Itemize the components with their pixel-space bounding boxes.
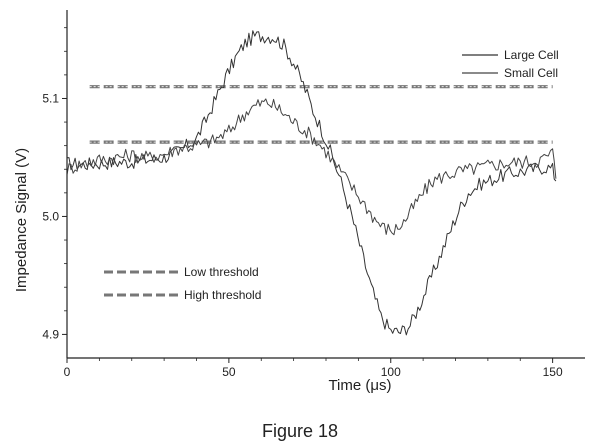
x-tick-label: 0 bbox=[64, 365, 71, 379]
series-large-cell bbox=[66, 30, 557, 336]
legend-label-high-threshold: High threshold bbox=[184, 288, 261, 302]
legend-bottom: Low threshold High threshold bbox=[104, 265, 261, 302]
x-axis-title: Time (μs) bbox=[328, 377, 391, 394]
axes bbox=[66, 10, 585, 359]
y-tick-label: 5.0 bbox=[42, 209, 59, 223]
figure-caption: Figure 18 bbox=[262, 421, 338, 441]
series-lines bbox=[66, 30, 557, 336]
ticks: 0 50 100 150 4.9 5.0 5.1 bbox=[42, 27, 563, 379]
x-tick-label: 100 bbox=[381, 365, 401, 379]
legend-label-large-cell: Large Cell bbox=[504, 48, 559, 62]
legend-label-small-cell: Small Cell bbox=[504, 66, 558, 80]
threshold-lines bbox=[89, 85, 553, 144]
legend-top: Large Cell Small Cell bbox=[462, 48, 559, 80]
legend-label-low-threshold: Low threshold bbox=[184, 265, 259, 279]
series-small-cell bbox=[66, 98, 557, 236]
x-tick-label: 150 bbox=[543, 365, 563, 379]
x-tick-label: 50 bbox=[222, 365, 236, 379]
y-tick-label: 5.1 bbox=[42, 91, 59, 105]
y-axis-title: Impedance Signal (V) bbox=[13, 148, 30, 292]
y-tick-label: 4.9 bbox=[42, 327, 59, 341]
